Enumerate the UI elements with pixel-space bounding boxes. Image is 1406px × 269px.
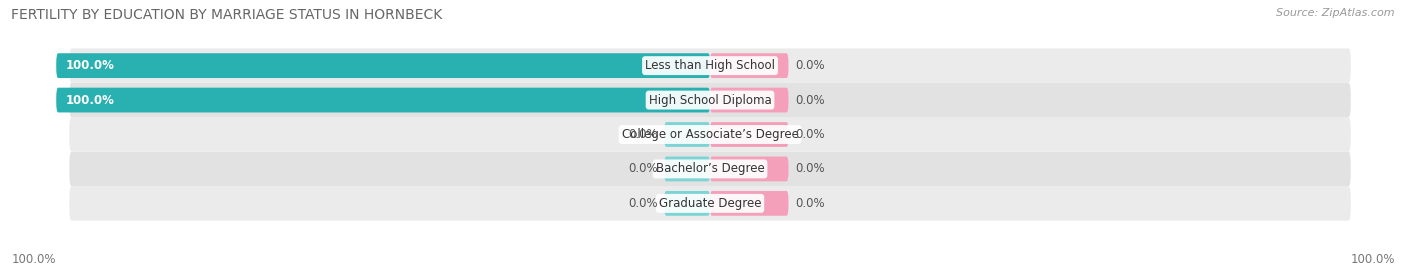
FancyBboxPatch shape <box>710 191 789 216</box>
FancyBboxPatch shape <box>664 122 710 147</box>
FancyBboxPatch shape <box>69 152 1351 186</box>
Text: FERTILITY BY EDUCATION BY MARRIAGE STATUS IN HORNBECK: FERTILITY BY EDUCATION BY MARRIAGE STATU… <box>11 8 443 22</box>
FancyBboxPatch shape <box>710 88 789 112</box>
Text: College or Associate’s Degree: College or Associate’s Degree <box>621 128 799 141</box>
Text: Bachelor’s Degree: Bachelor’s Degree <box>655 162 765 175</box>
Text: Graduate Degree: Graduate Degree <box>659 197 761 210</box>
Text: 0.0%: 0.0% <box>794 128 825 141</box>
Text: Source: ZipAtlas.com: Source: ZipAtlas.com <box>1277 8 1395 18</box>
FancyBboxPatch shape <box>56 53 710 78</box>
Text: 0.0%: 0.0% <box>794 162 825 175</box>
Text: 0.0%: 0.0% <box>794 197 825 210</box>
Text: 0.0%: 0.0% <box>794 94 825 107</box>
Text: 0.0%: 0.0% <box>628 162 658 175</box>
FancyBboxPatch shape <box>710 53 789 78</box>
FancyBboxPatch shape <box>69 117 1351 152</box>
Text: 100.0%: 100.0% <box>66 59 115 72</box>
FancyBboxPatch shape <box>69 186 1351 221</box>
FancyBboxPatch shape <box>710 157 789 181</box>
FancyBboxPatch shape <box>69 83 1351 117</box>
Text: Less than High School: Less than High School <box>645 59 775 72</box>
Text: 0.0%: 0.0% <box>628 128 658 141</box>
Text: 0.0%: 0.0% <box>628 197 658 210</box>
Text: 0.0%: 0.0% <box>794 59 825 72</box>
FancyBboxPatch shape <box>664 191 710 216</box>
FancyBboxPatch shape <box>710 122 789 147</box>
Text: 100.0%: 100.0% <box>66 94 115 107</box>
Text: 100.0%: 100.0% <box>11 253 56 266</box>
Text: 100.0%: 100.0% <box>1350 253 1395 266</box>
Text: High School Diploma: High School Diploma <box>648 94 772 107</box>
FancyBboxPatch shape <box>664 157 710 181</box>
FancyBboxPatch shape <box>69 48 1351 83</box>
FancyBboxPatch shape <box>56 88 710 112</box>
